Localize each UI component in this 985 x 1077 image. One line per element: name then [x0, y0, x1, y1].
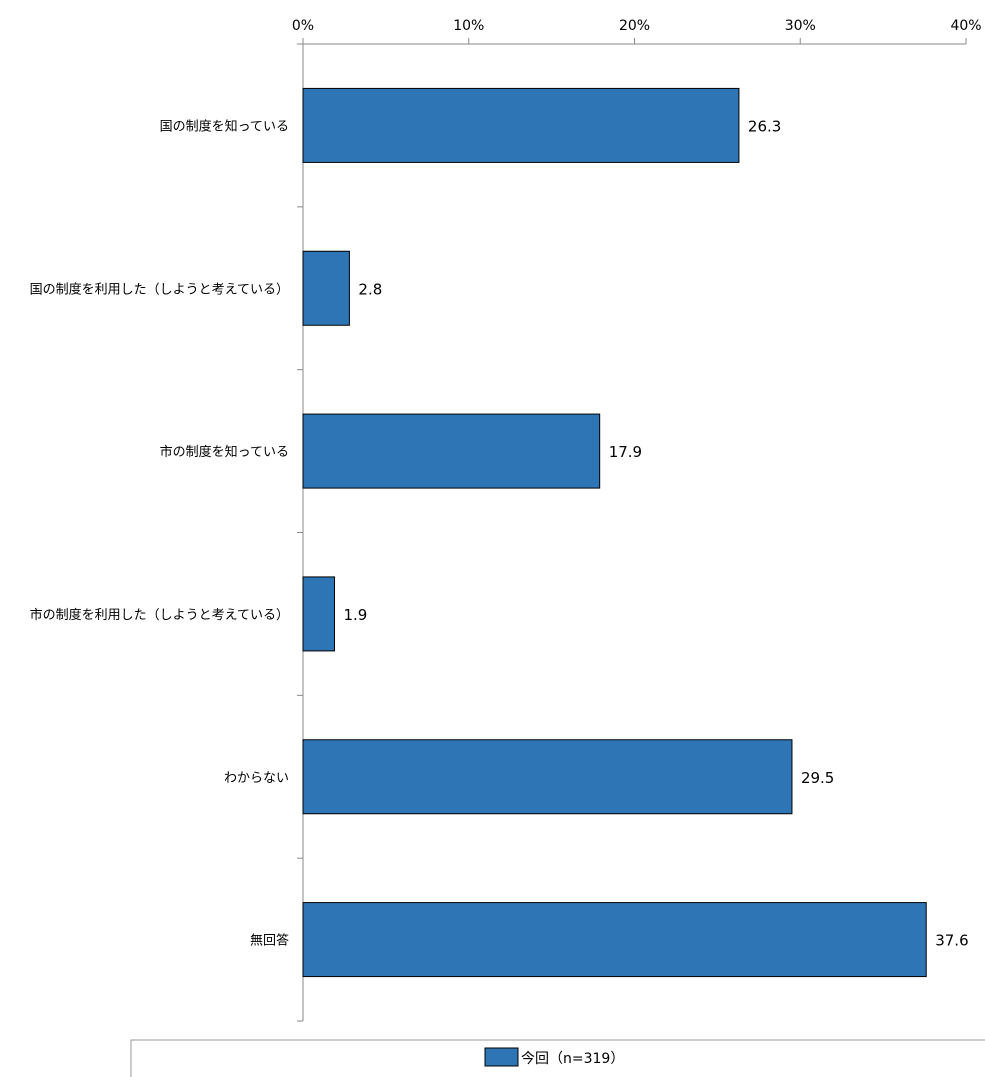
x-tick-label: 40%	[950, 18, 981, 34]
category-label: 国の制度を知っている	[160, 118, 289, 134]
data-label: 2.8	[358, 280, 382, 298]
bar	[302, 739, 793, 815]
category-label: 市の制度を知っている	[160, 444, 289, 460]
x-tick-label: 0%	[292, 18, 314, 34]
x-tick-label: 10%	[453, 18, 484, 34]
bar	[302, 250, 350, 326]
category-label: 国の制度を利用した（しようと考えている）	[30, 281, 289, 297]
category-label: わからない	[224, 771, 289, 786]
bar	[302, 902, 927, 978]
data-label: 1.9	[343, 606, 367, 624]
data-label: 37.6	[935, 932, 968, 950]
category-label: 市の制度を利用した（しようと考えている）	[30, 607, 289, 623]
x-tick-label: 30%	[785, 18, 816, 34]
data-label: 29.5	[801, 769, 834, 787]
legend-box	[130, 1039, 985, 1077]
bar	[302, 87, 740, 163]
bar	[302, 413, 601, 489]
legend-label: 今回（n=319）	[521, 1051, 624, 1067]
data-label: 26.3	[748, 117, 781, 135]
x-tick-label: 20%	[619, 18, 650, 34]
bar	[302, 576, 335, 652]
data-label: 17.9	[609, 443, 642, 461]
category-label: 無回答	[250, 933, 289, 949]
legend-swatch	[484, 1047, 519, 1067]
